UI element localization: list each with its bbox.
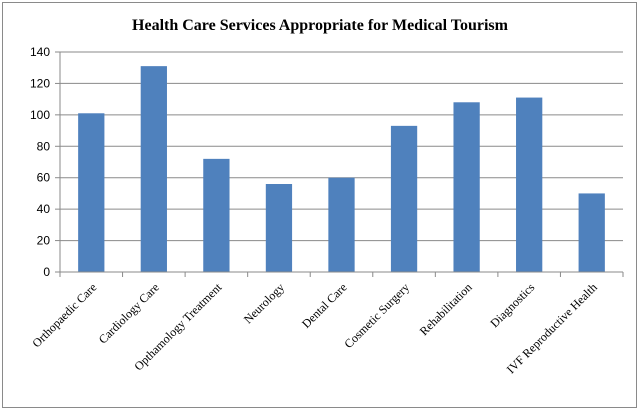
x-tick-label: Orthopaedic Care (29, 280, 99, 350)
bar (516, 97, 543, 272)
bar (265, 184, 293, 272)
bar (203, 158, 230, 272)
x-tick-label: Dental Care (299, 280, 350, 331)
bar (390, 125, 418, 272)
y-tick-label: 100 (30, 108, 50, 122)
x-tick-label: Rehabilitation (417, 280, 475, 338)
bar (328, 177, 355, 272)
bar (78, 113, 105, 273)
y-tick-label: 80 (37, 139, 51, 153)
y-axis-ticks: 0 20 40 60 80 100 120 140 (30, 45, 60, 279)
x-tick-label: Cardiology Care (96, 280, 162, 346)
y-tick-label: 60 (37, 171, 51, 185)
bar (453, 102, 480, 273)
y-tick-label: 20 (37, 234, 51, 248)
y-tick-label: 120 (30, 76, 50, 90)
bar (140, 66, 167, 273)
y-tick-label: 0 (43, 265, 50, 279)
y-tick-label: 140 (30, 45, 50, 59)
bar (578, 193, 605, 272)
bars (78, 66, 605, 273)
y-tick-label: 40 (37, 202, 51, 216)
x-tick-label: Diagnostics (487, 280, 537, 330)
x-tick-label: Cosmetic Surgery (341, 280, 412, 351)
x-tick-label: Neurology (241, 280, 287, 326)
chart-title: Health Care Services Appropriate for Med… (132, 17, 509, 34)
